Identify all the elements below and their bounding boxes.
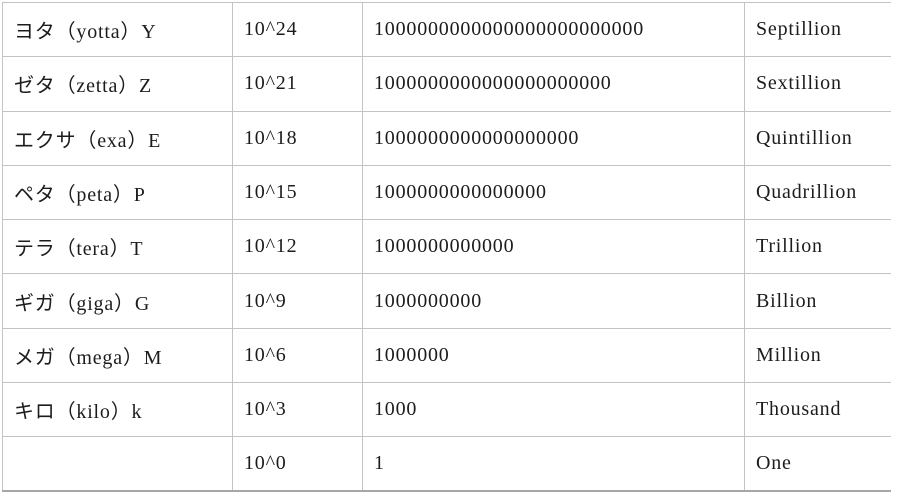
value-cell: 1000000000000000000 (362, 110, 745, 166)
power-cell: 10^3 (232, 382, 363, 438)
prefix-cell: ゼタ（zetta）Z (2, 56, 233, 112)
table-row: メガ（mega）M 10^6 1000000 Million (2, 327, 891, 384)
english-name-cell: One (744, 436, 891, 493)
power-cell: 10^6 (232, 327, 363, 384)
value-cell: 1000000 (362, 327, 745, 384)
power-cell: 10^21 (232, 56, 363, 112)
table-row: ペタ（peta）P 10^15 1000000000000000 Quadril… (2, 164, 891, 221)
english-name-cell: Sextillion (744, 56, 891, 112)
english-name-cell: Trillion (744, 219, 891, 275)
table-row: ヨタ（yotta）Y 10^24 10000000000000000000000… (2, 1, 891, 58)
prefix-cell: メガ（mega）M (2, 327, 233, 384)
prefix-cell: ギガ（giga）G (2, 273, 233, 329)
prefix-cell: キロ（kilo）k (2, 382, 233, 438)
power-cell: 10^18 (232, 110, 363, 166)
table-row: 10^0 1 One (2, 436, 891, 493)
power-cell: 10^15 (232, 164, 363, 221)
prefix-cell: ペタ（peta）P (2, 164, 233, 221)
value-cell: 1000000000000000000000000 (362, 1, 745, 58)
table-row: ゼタ（zetta）Z 10^21 1000000000000000000000 … (2, 56, 891, 112)
english-name-cell: Septillion (744, 1, 891, 58)
power-cell: 10^0 (232, 436, 363, 493)
value-cell: 1000000000000000000000 (362, 56, 745, 112)
prefix-cell: エクサ（exa）E (2, 110, 233, 166)
value-cell: 1000 (362, 382, 745, 438)
value-cell: 1000000000000 (362, 219, 745, 275)
value-cell: 1000000000000000 (362, 164, 745, 221)
english-name-cell: Billion (744, 273, 891, 329)
english-name-cell: Thousand (744, 382, 891, 438)
prefix-cell (2, 436, 233, 493)
table-row: エクサ（exa）E 10^18 1000000000000000000 Quin… (2, 110, 891, 166)
prefix-cell: テラ（tera）T (2, 219, 233, 275)
value-cell: 1 (362, 436, 745, 493)
power-cell: 10^9 (232, 273, 363, 329)
prefix-cell: ヨタ（yotta）Y (2, 1, 233, 58)
english-name-cell: Million (744, 327, 891, 384)
english-name-cell: Quintillion (744, 110, 891, 166)
table-row: キロ（kilo）k 10^3 1000 Thousand (2, 382, 891, 438)
value-cell: 1000000000 (362, 273, 745, 329)
power-cell: 10^24 (232, 1, 363, 58)
table-row: ギガ（giga）G 10^9 1000000000 Billion (2, 273, 891, 329)
power-cell: 10^12 (232, 219, 363, 275)
table-row: テラ（tera）T 10^12 1000000000000 Trillion (2, 219, 891, 275)
english-name-cell: Quadrillion (744, 164, 891, 221)
